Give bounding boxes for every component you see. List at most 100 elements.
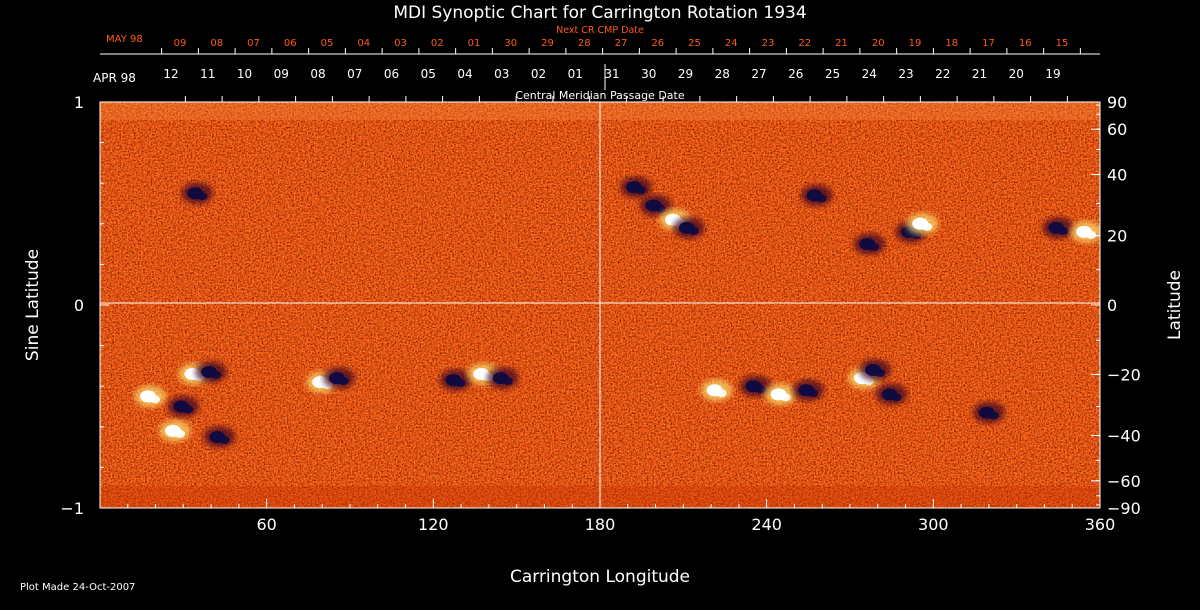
cmp-caption: Central Meridian Passage Date [515,89,684,102]
magnetogram-map [100,102,1100,508]
cmp-date-label: 31 [604,67,619,81]
cmp-date-label: 11 [200,67,215,81]
cmp-date-label: 28 [715,67,730,81]
y-right-tick-label: −90 [1107,499,1141,518]
active-region-negative [639,194,672,217]
x-axis-label: Carrington Longitude [510,567,690,587]
next-cr-date-label: 06 [284,38,297,49]
cmp-date-label: 20 [1009,67,1024,81]
next-cr-date-label: 21 [835,38,848,49]
y-axis-left: 1 0 −1 [60,93,109,518]
active-region-negative [203,425,236,448]
y-right-tick-label: 60 [1107,120,1127,139]
cmp-date-label: 27 [751,67,766,81]
x-tick-label: 60 [256,515,276,534]
cmp-date-label: 25 [825,67,840,81]
next-cr-date-label: 24 [725,38,738,49]
y-left-tick-label: 0 [74,296,84,315]
next-cr-date-label: 05 [321,38,334,49]
y-right-tick-label: −60 [1107,472,1141,491]
next-cr-date-label: 15 [1056,38,1069,49]
cmp-date-label: 30 [641,67,656,81]
next-cr-date-label: 25 [688,38,701,49]
next-cr-date-label: 22 [798,38,811,49]
active-region-negative [195,360,228,383]
plot-made-footer: Plot Made 24-Oct-2007 [20,582,135,593]
cmp-date-label: 23 [898,67,913,81]
active-region-negative [859,358,891,381]
active-region-positive [1070,220,1100,243]
cmp-date-label: 02 [531,67,546,81]
next-cr-date-label: 27 [615,38,628,49]
active-region-negative [800,184,833,207]
next-cr-date-label: 09 [174,38,187,49]
cmp-date-label: 06 [384,67,399,81]
next-cr-date-label: 30 [504,38,517,49]
y-right-tick-label: −20 [1107,365,1141,384]
y-right-tick-label: −40 [1107,426,1141,445]
cmp-date-label: 19 [1045,67,1060,81]
cmp-date-label: 29 [678,67,693,81]
x-tick-label: 240 [751,515,782,534]
cmp-date-label: 09 [274,67,289,81]
active-region-negative [739,375,772,398]
next-cr-date-ticks [161,48,1081,54]
cmp-date-label: 05 [421,67,436,81]
active-region-negative [875,383,908,406]
cmp-date-label: 12 [163,67,178,81]
cmp-date-labels: 12 11 10 09 08 07 06 05 04 03 02 01 31 30 29 28 27 26 25 24… [163,67,1060,81]
next-cr-date-label: 23 [762,38,775,49]
cmp-date-label: 24 [862,67,877,81]
next-cr-date-label: 08 [210,38,223,49]
active-region-negative [972,401,1005,424]
active-region-positive [134,385,166,408]
next-cr-date-label: 16 [1019,38,1032,49]
next-cr-date-label: 20 [872,38,885,49]
active-region-positive [700,379,733,402]
cmp-date-label: 10 [237,67,252,81]
active-region-negative [167,395,200,418]
active-region-positive [159,419,191,442]
cmp-date-label: 21 [972,67,987,81]
chart-title: MDI Synoptic Chart for Carrington Rotati… [393,3,806,23]
cmp-month: APR 98 [93,71,136,85]
next-cr-date-label: 02 [431,38,444,49]
x-tick-label: 180 [585,515,616,534]
x-tick-label: 120 [418,515,449,534]
cmp-date-label: 26 [788,67,803,81]
y-left-tick-label: −1 [60,499,84,518]
cmp-date-ticks [184,64,1068,102]
y-axis-left-label: Sine Latitude [23,249,43,361]
y-right-tick-label: 0 [1107,296,1117,315]
cmp-date-label: 04 [457,67,472,81]
active-region-negative [672,216,705,239]
y-right-tick-label: 40 [1107,166,1127,185]
active-regions [134,176,1100,448]
active-region-negative [322,367,355,390]
y-left-tick-label: 1 [74,93,84,112]
y-axis-right: 90 60 40 20 0 −20 −40 −60 −90 [1091,93,1141,518]
next-cr-date-label: 17 [982,38,995,49]
active-region-negative [181,182,214,205]
active-region-positive [906,212,939,235]
active-region-negative [620,176,653,199]
next-cr-date-label: 28 [578,38,591,49]
next-cr-date-labels: 09 08 07 06 05 04 03 02 01 30 29 28 27 26 25 24 23 22 21 20… [174,38,1069,49]
y-right-tick-label: 20 [1107,227,1127,246]
active-region-negative [792,379,825,402]
cmp-date-label: 22 [935,67,950,81]
active-region-negative [439,369,472,392]
x-tick-label: 300 [918,515,949,534]
active-region-positive [764,383,797,406]
active-region-negative [486,367,519,390]
cmp-date-label: 07 [347,67,362,81]
next-cr-date-label: 26 [651,38,664,49]
y-axis-right-label: Latitude [1165,270,1185,340]
next-cr-date-label: 01 [468,38,481,49]
active-region-negative [1042,216,1075,239]
active-region-negative [853,233,886,256]
x-axis: 60 120 180 240 300 360 [127,499,1115,534]
next-cr-date-label: 19 [909,38,922,49]
